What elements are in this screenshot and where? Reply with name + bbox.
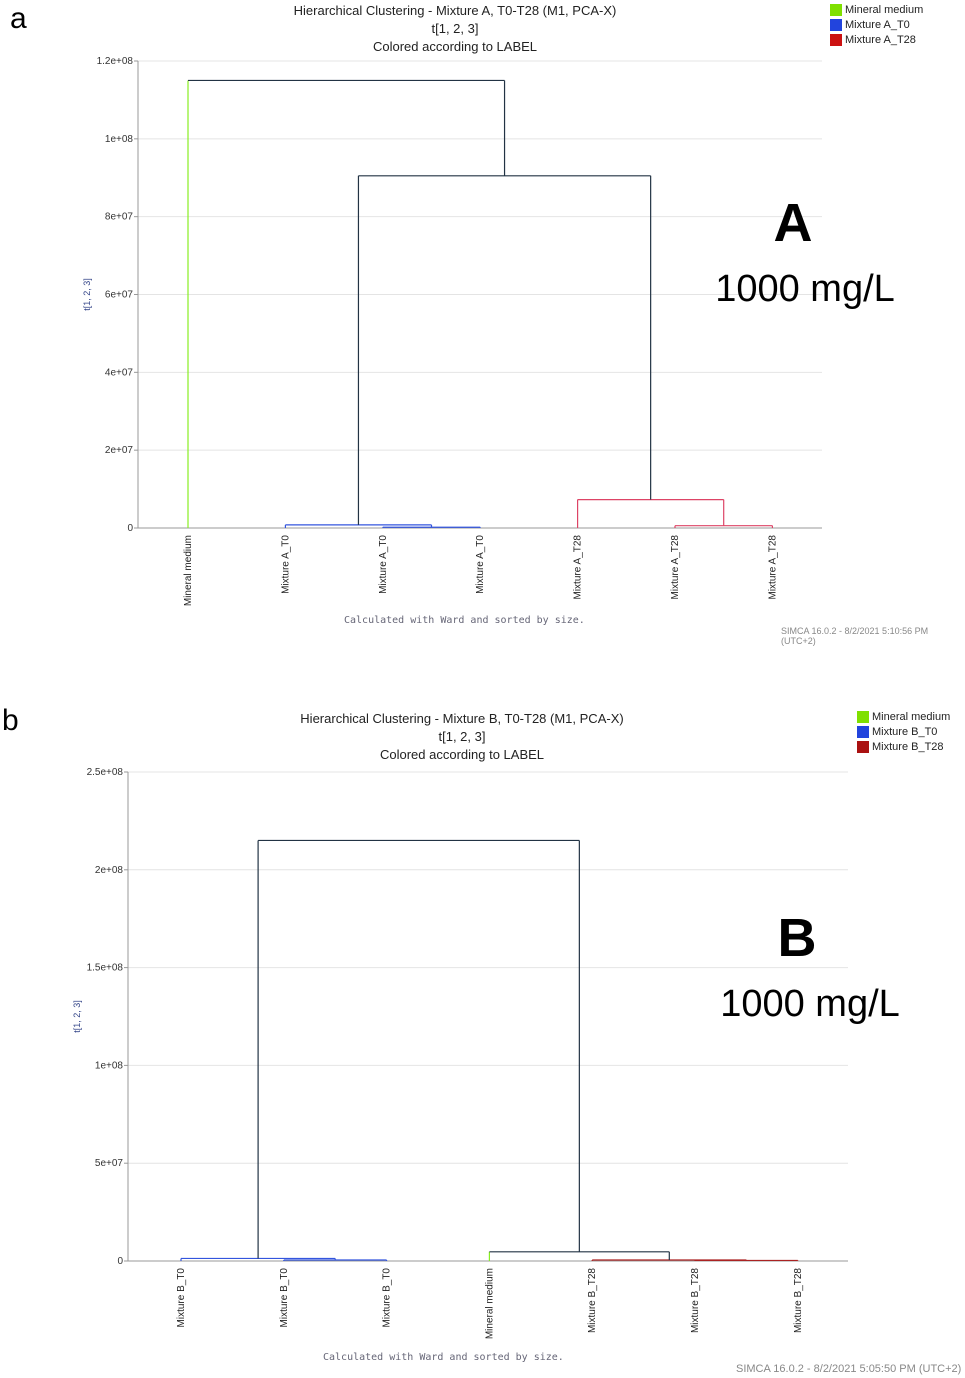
- y-tick-label: 5e+07: [95, 1158, 124, 1169]
- chart-coloring-note: Colored according to LABEL: [372, 39, 538, 54]
- chart-subtitle: t[1, 2, 3]: [438, 729, 486, 744]
- leaf-label: Mixture B_T28: [793, 1268, 804, 1333]
- legend-swatch: [830, 33, 842, 46]
- leaf-label: Mixture B_T28: [690, 1268, 701, 1333]
- dendrogram-plot: 0 2e+07 4e+07 6e+07 8e+07 1e+08 1.2e+08 t[1, 2,…: [82, 56, 822, 606]
- legend-item: Mixture A_T0: [830, 17, 923, 32]
- y-tick-label: 2.5e+08: [87, 767, 124, 778]
- legend-swatch: [857, 725, 869, 738]
- leaf-label: Mixture A_T0: [378, 535, 389, 594]
- dendrogram-plot: 0 5e+07 1e+08 1.5e+08 2e+08 2.5e+08 t[1, 2, 3]…: [72, 767, 848, 1339]
- method-note: Calculated with Ward and sorted by size.: [323, 1352, 564, 1363]
- chart-title-block: Hierarchical Clustering - Mixture A, T0-…: [230, 2, 680, 56]
- software-stamp: SIMCA 16.0.2 - 8/2/2021 5:05:50 PM (UTC+…: [736, 1363, 962, 1375]
- y-tick-label: 1e+08: [95, 1060, 124, 1071]
- legend-item: Mixture B_T28: [857, 739, 950, 754]
- legend-swatch: [830, 18, 842, 31]
- legend-label: Mineral medium: [845, 3, 924, 16]
- leaf-label: Mineral medium: [183, 535, 194, 606]
- legend-item: Mixture A_T28: [830, 32, 923, 47]
- chart-title: Hierarchical Clustering - Mixture A, T0-…: [293, 3, 617, 18]
- y-axis-label: t[1, 2, 3]: [82, 278, 92, 311]
- y-tick-label: 0: [127, 523, 133, 534]
- legend: Mineral medium Mixture A_T0 Mixture A_T2…: [830, 2, 923, 47]
- concentration-label: 1000 mg/L: [715, 268, 895, 310]
- y-tick-label: 4e+07: [105, 367, 134, 378]
- concentration-label: 1000 mg/L: [720, 983, 900, 1025]
- leaf-label: Mixture B_T0: [382, 1268, 393, 1328]
- leaf-label: Mixture B_T28: [587, 1268, 598, 1333]
- legend-label: Mixture B_T28: [872, 740, 944, 753]
- y-tick-label: 1.5e+08: [87, 963, 124, 974]
- panel-letter: b: [2, 704, 19, 737]
- legend-swatch: [857, 710, 869, 723]
- legend-item: Mineral medium: [830, 2, 923, 17]
- software-stamp: SIMCA 16.0.2 - 8/2/2021 5:10:56 PM (UTC+…: [781, 626, 929, 646]
- panel-a: a Hierarchical Clustering - Mixture A, T…: [10, 2, 929, 646]
- mixture-label: B: [777, 908, 817, 968]
- chart-coloring-note: Colored according to LABEL: [379, 747, 545, 762]
- legend-label: Mixture A_T28: [845, 33, 916, 46]
- leaf-label: Mixture B_T0: [279, 1268, 290, 1328]
- legend-swatch: [857, 740, 869, 753]
- leaf-label: Mixture B_T0: [176, 1268, 187, 1328]
- legend-item: Mineral medium: [857, 709, 950, 724]
- y-tick-label: 6e+07: [105, 290, 134, 301]
- legend-label: Mixture B_T0: [872, 725, 938, 738]
- panel-b: b Hierarchical Clustering - Mixture B, T…: [0, 689, 965, 1378]
- leaf-label: Mixture A_T28: [767, 535, 778, 600]
- y-tick-label: 0: [117, 1256, 123, 1267]
- y-tick-label: 2e+08: [95, 865, 124, 876]
- y-tick-label: 8e+07: [105, 212, 134, 223]
- leaf-label: Mixture A_T0: [475, 535, 486, 594]
- chart-title: Hierarchical Clustering - Mixture B, T0-…: [300, 711, 624, 726]
- legend-label: Mineral medium: [872, 710, 951, 723]
- leaf-label: Mixture A_T28: [573, 535, 584, 600]
- legend: Mineral medium Mixture B_T0 Mixture B_T2…: [857, 709, 950, 754]
- mixture-label: A: [773, 193, 813, 253]
- panel-letter: a: [10, 2, 27, 35]
- leaf-label: Mixture A_T28: [670, 535, 681, 600]
- y-tick-label: 1e+08: [105, 134, 134, 145]
- chart-title-block: Hierarchical Clustering - Mixture B, T0-…: [237, 710, 687, 764]
- leaf-label: Mineral medium: [484, 1268, 495, 1339]
- chart-subtitle: t[1, 2, 3]: [431, 21, 479, 36]
- legend-swatch: [830, 3, 842, 16]
- legend-item: Mixture B_T0: [857, 724, 950, 739]
- method-note: Calculated with Ward and sorted by size.: [344, 615, 585, 626]
- leaf-label: Mixture A_T0: [280, 535, 291, 594]
- y-tick-label: 1.2e+08: [97, 56, 134, 67]
- y-tick-label: 2e+07: [105, 445, 134, 456]
- legend-label: Mixture A_T0: [845, 18, 910, 31]
- y-axis-label: t[1, 2, 3]: [72, 1000, 82, 1033]
